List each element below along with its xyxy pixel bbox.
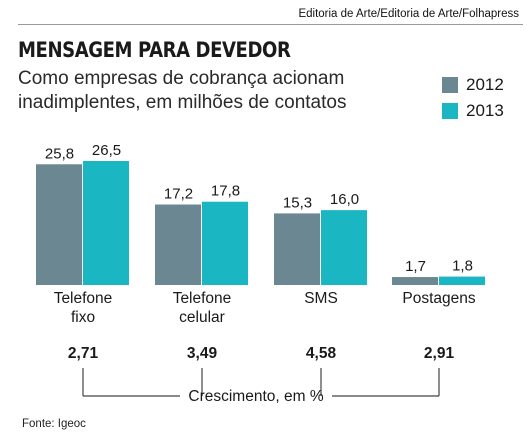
growth-label: Crescimento, em % [188, 388, 323, 405]
bar-2013-2 [321, 210, 367, 285]
chart-subtitle: Como empresas de cobrança acionam inadim… [18, 68, 347, 113]
bar-2013-1 [202, 201, 248, 285]
chart-title: MENSAGEM PARA DEVEDOR [18, 38, 291, 62]
legend-item-2012: 2012 [442, 72, 504, 98]
data-label-2013-2: 16,0 [330, 191, 359, 208]
category-label-1-0: Telefone [173, 290, 232, 307]
category-label-1-1: celular [179, 309, 225, 326]
credit-rule [18, 24, 523, 25]
credit: Editoria de Arte/Editoria de Arte/Folhap… [298, 8, 519, 20]
legend-label-2013: 2013 [466, 101, 504, 120]
bar-2013-3 [439, 276, 485, 285]
category-label-0-1: fixo [71, 309, 95, 326]
legend-swatch-2012 [442, 77, 458, 93]
growth-value-1: 3,49 [187, 345, 218, 362]
data-label-2012-2: 15,3 [283, 194, 312, 211]
data-label-2012-1: 17,2 [164, 186, 193, 203]
growth-value-0: 2,71 [68, 345, 99, 362]
category-label-0-0: Telefone [54, 290, 113, 307]
growth-value-2: 4,58 [306, 345, 337, 362]
bar-2012-0 [36, 164, 82, 285]
data-label-2013-0: 26,5 [92, 142, 121, 159]
data-label-2012-0: 25,8 [45, 145, 74, 162]
legend-item-2013: 2013 [442, 98, 504, 124]
legend: 2012 2013 [442, 72, 504, 124]
category-label-2-0: SMS [304, 290, 338, 307]
bar-2012-1 [155, 204, 201, 285]
data-label-2013-1: 17,8 [211, 183, 240, 200]
category-label-3-0: Postagens [402, 290, 475, 307]
legend-label-2012: 2012 [466, 75, 504, 94]
data-label-2012-3: 1,7 [405, 258, 426, 275]
source-note: Fonte: Igeoc [22, 418, 86, 430]
growth-value-3: 2,91 [424, 345, 455, 362]
bar-2012-2 [274, 213, 320, 285]
bar-2013-0 [83, 161, 129, 285]
bar-2012-3 [392, 277, 438, 285]
legend-swatch-2013 [442, 103, 458, 119]
data-label-2013-3: 1,8 [452, 258, 473, 275]
